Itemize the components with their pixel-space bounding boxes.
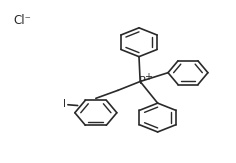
Text: I: I — [63, 99, 66, 109]
Text: +: + — [144, 72, 152, 82]
Text: Cl⁻: Cl⁻ — [13, 14, 31, 27]
Text: P: P — [139, 76, 145, 86]
